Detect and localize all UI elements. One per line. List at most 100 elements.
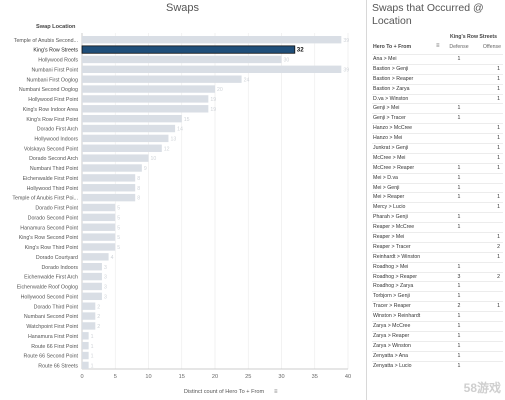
bar[interactable] [82,174,136,182]
bar[interactable] [82,233,116,241]
hero-swap-name: Zarya > McCree [373,323,411,330]
hero-swap-name: Winston > Reinhardt [373,313,421,320]
bar[interactable] [82,184,136,192]
table-row[interactable]: Zarya > Reaper 1 [372,330,503,341]
category-label: Route 66 Second Point [24,354,79,360]
bar[interactable] [82,351,89,360]
bar-value-label: 4 [111,255,114,261]
bar[interactable] [82,154,149,162]
defense-count: 1 [457,224,461,231]
bar[interactable] [82,332,89,340]
table-row[interactable]: Hanzo > McCree 1 [372,123,503,133]
table-row[interactable]: Reinhardt > Winston 1 [372,251,503,262]
table-row[interactable]: Reaper > Tracer 2 [372,241,503,252]
bar-value-label: 1 [91,344,94,350]
bar[interactable] [82,282,102,291]
bar[interactable] [82,193,136,202]
bar-value-label: 12 [164,146,170,152]
bar-value-label: 2 [97,304,100,310]
table-row[interactable]: Genji > Mei 1 [372,103,503,113]
bar-value-label: 20 [217,87,223,93]
category-label: Route 66 Streets [38,364,78,370]
table-row[interactable]: Bastion > Genji 1 [372,63,503,74]
bar[interactable] [82,312,96,320]
bar[interactable] [82,213,116,222]
table-row[interactable]: Mei > Reaper 1 1 [372,192,503,202]
table-row[interactable]: Mei > Genji 1 [372,182,503,193]
table-row[interactable]: Pharah > Genji 1 [372,212,503,222]
bar[interactable] [82,223,116,231]
bar[interactable] [82,105,209,113]
bar[interactable] [82,144,162,152]
table-row[interactable]: Tracer > Reaper 2 1 [372,301,503,311]
category-label: Hollywood Indoors [34,137,78,143]
bar[interactable] [82,95,209,103]
table-row[interactable]: Genji > Tracer 1 [372,113,503,123]
defense-count: 1 [457,56,461,62]
table-row[interactable]: Roadhog > Mei 1 [372,261,503,272]
defense-column-header[interactable]: Defense [449,44,469,50]
defense-count: 1 [457,174,461,181]
hero-column-header[interactable]: Hero To + From [373,44,412,50]
bar-value-label: 30 [284,58,290,64]
table-row[interactable]: Bastion > Zarya 1 [372,83,503,94]
sort-icon[interactable]: ≡ [436,43,440,49]
table-row[interactable]: Roadhog > Reaper 3 2 [372,271,503,282]
hero-swap-name: Zarya > Winston [373,342,411,349]
sort-icon[interactable]: ≡ [274,389,278,395]
bar[interactable] [82,302,96,310]
table-row[interactable]: Hanzo > Mei 1 [372,133,503,143]
table-row[interactable]: Zarya > McCree 1 [372,321,503,331]
bar[interactable] [82,164,142,172]
bar[interactable] [82,272,102,281]
bar[interactable] [82,134,169,143]
bar[interactable] [82,55,282,64]
table-row[interactable]: Roadhog > Zarya 1 [372,281,503,291]
category-label: Dorado First Arch [37,127,78,133]
category-label: Numbani First Point [31,67,78,73]
table-row[interactable]: Zarya > Winston 1 [372,340,503,351]
bar[interactable] [82,341,89,350]
offense-count: 1 [497,145,500,152]
table-row[interactable]: Zenyatta > Ana 1 [372,350,503,361]
bar[interactable] [82,292,102,301]
x-tick-label: 40 [345,374,351,380]
bar[interactable] [82,322,96,330]
bar[interactable] [82,203,116,212]
table-row[interactable]: Zenyatta > Lucio 1 [372,360,503,371]
table-row[interactable]: Reaper > McCree 1 [372,222,503,232]
chart-title: Swaps [165,2,200,14]
table-row[interactable]: Junkrat > Genji 1 [372,143,503,153]
bar[interactable] [82,85,215,93]
bar[interactable] [82,36,342,44]
bar[interactable] [82,124,176,133]
bar[interactable] [82,243,116,251]
defense-count: 1 [457,362,461,369]
table-row[interactable]: Mercy > Lucio 1 [372,202,503,212]
category-label: Dorado Indoors [41,265,78,271]
table-row[interactable]: D.va > Winston 1 [372,93,503,104]
bar[interactable] [82,114,182,123]
table-row[interactable]: Mei > D.va 1 [372,172,503,183]
offense-count: 1 [497,154,500,161]
table-row[interactable]: Winston > Reinhardt 1 [372,311,503,321]
bar[interactable] [81,45,296,54]
offense-count: 1 [497,85,500,92]
table-row[interactable]: Torbjorn > Genji 1 [372,291,503,301]
bar[interactable] [82,75,242,83]
bar[interactable] [82,253,109,261]
category-label: Numbani Second Point [24,314,79,320]
bar[interactable] [82,263,102,271]
table-row[interactable]: Reaper > Mei 1 [372,232,503,242]
swaps-table: King's Row Streets Hero To + From ≡ Defe… [372,34,503,371]
bar[interactable] [82,361,89,370]
bar[interactable] [82,65,342,74]
category-label: Hanamura First Point [28,334,79,340]
table-row[interactable]: McCree > Reaper 1 1 [372,162,503,173]
table-row[interactable]: Bastion > Reaper 1 [372,73,503,84]
offense-column-header[interactable]: Offense [482,44,501,50]
table-row[interactable]: McCree > Mei 1 [372,152,503,163]
category-label: Hollywood Third Point [27,186,79,192]
table-row[interactable]: Ana > Mei 1 [372,54,503,64]
